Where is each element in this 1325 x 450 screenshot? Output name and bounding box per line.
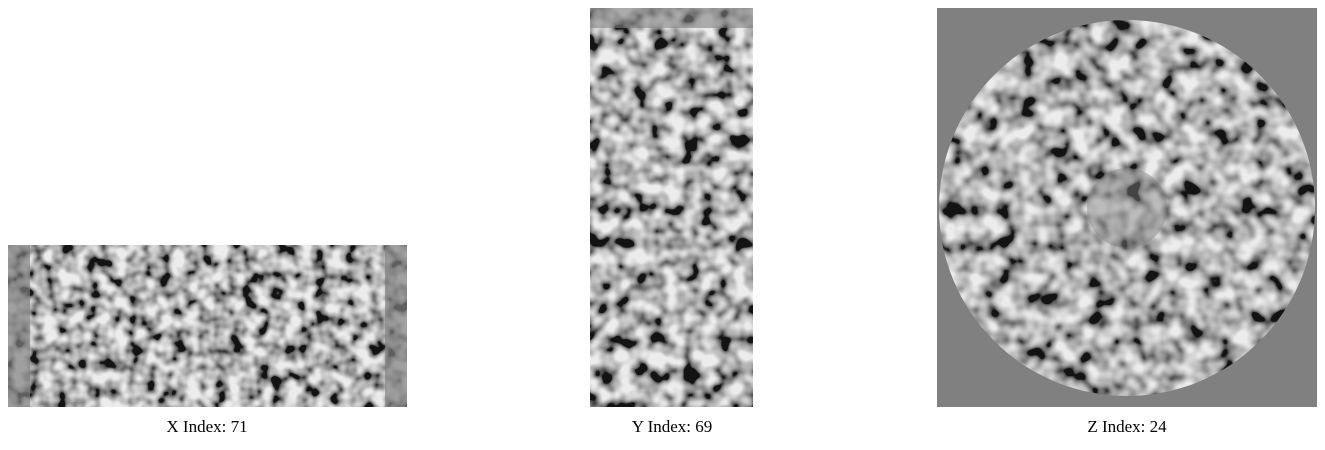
caption: Y Index: 69: [632, 417, 713, 436]
slice-center: [1087, 168, 1167, 248]
slice-edge: [590, 8, 753, 28]
page: {"panels": [ {"caption": "X Index: 71"},…: [0, 0, 1325, 445]
slice-image: [590, 8, 753, 407]
caption: Z Index: 24: [1087, 417, 1167, 436]
y-slice-panel: Y Index: 69: [590, 8, 753, 436]
slice-edge: [385, 245, 407, 407]
x-slice-panel: X Index: 71: [8, 245, 407, 436]
figure: X Index: 71 Y Index: 69 Z Index: 24: [0, 0, 1325, 445]
caption: X Index: 71: [166, 417, 247, 436]
slice-edge: [8, 245, 30, 407]
slice-image: [8, 245, 407, 407]
z-slice-panel: Z Index: 24: [937, 8, 1317, 436]
